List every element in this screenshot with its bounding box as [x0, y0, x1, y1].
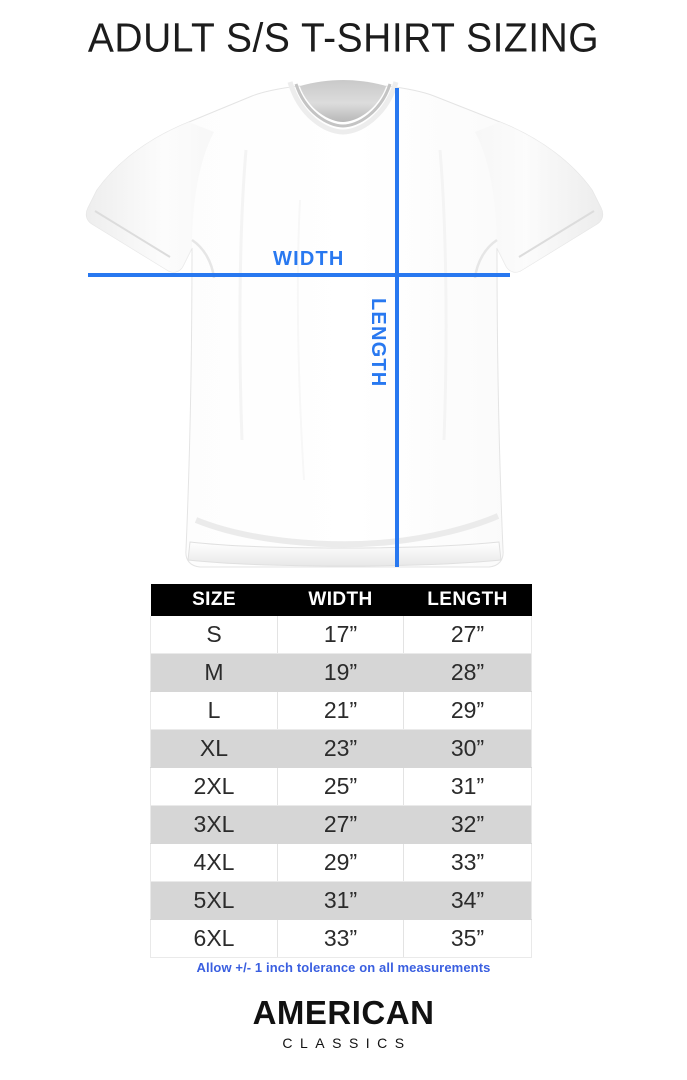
cell-length: 29” — [403, 691, 532, 730]
cell-size: 2XL — [150, 767, 278, 806]
column-header-width: WIDTH — [277, 584, 404, 616]
cell-width: 29” — [277, 843, 404, 882]
cell-length: 30” — [403, 729, 532, 768]
width-measure-line — [88, 273, 510, 277]
tshirt-left-sleeve — [86, 122, 214, 273]
brand-logo: AMERICAN CLASSICS — [0, 996, 687, 1051]
hem-shadow — [194, 513, 500, 548]
collar-outer — [287, 81, 399, 135]
cell-width: 17” — [277, 616, 404, 654]
cell-width: 31” — [277, 881, 404, 920]
cell-width: 33” — [277, 919, 404, 958]
cell-size: 3XL — [150, 805, 278, 844]
table-row: 3XL 27” 32” — [150, 805, 532, 844]
length-measure-line — [395, 88, 399, 567]
cell-size: 5XL — [150, 881, 278, 920]
page-title: ADULT S/S T-SHIRT SIZING — [87, 16, 600, 61]
fabric-fold-left — [238, 149, 248, 441]
left-sleeve-hem — [94, 210, 171, 258]
brand-subtitle: CLASSICS — [282, 1034, 412, 1051]
cell-length: 33” — [403, 843, 532, 882]
table-row: 6XL 33” 35” — [150, 919, 532, 958]
width-label: WIDTH — [273, 248, 345, 270]
tshirt-illustration — [85, 80, 604, 568]
table-row: L 21” 29” — [150, 691, 532, 730]
bottom-hem — [187, 541, 502, 567]
table-body: S 17” 27” M 19” 28” L 21” 29” XL 23” 30”… — [150, 616, 532, 958]
right-sleeve-hem — [518, 210, 595, 258]
table-row: S 17” 27” — [150, 616, 532, 654]
cell-width: 21” — [277, 691, 404, 730]
cell-length: 35” — [403, 919, 532, 958]
cell-length: 27” — [403, 616, 532, 654]
brand-name: AMERICAN — [252, 994, 435, 1031]
cell-length: 31” — [403, 767, 532, 806]
tolerance-note: Allow +/- 1 inch tolerance on all measur… — [196, 960, 491, 975]
collar-rib — [294, 83, 392, 128]
table-row: M 19” 28” — [150, 653, 532, 692]
table-row: 4XL 29” 33” — [150, 843, 532, 882]
cell-size: M — [150, 653, 278, 692]
column-header-length: LENGTH — [403, 584, 532, 616]
sizing-table: SIZE WIDTH LENGTH S 17” 27” M 19” 28” L … — [150, 584, 532, 958]
cell-size: L — [150, 691, 278, 730]
cell-width: 19” — [277, 653, 404, 692]
cell-width: 27” — [277, 805, 404, 844]
column-header-size: SIZE — [150, 584, 278, 616]
cell-size: XL — [150, 729, 278, 768]
length-label: LENGTH — [367, 298, 389, 388]
cell-length: 34” — [403, 881, 532, 920]
fabric-fold-center — [296, 199, 305, 481]
table-header-row: SIZE WIDTH LENGTH — [150, 584, 532, 616]
cell-length: 28” — [403, 653, 532, 692]
tshirt-right-sleeve — [475, 122, 603, 273]
cell-size: S — [150, 616, 278, 654]
tshirt-diagram: WIDTH LENGTH — [0, 80, 687, 580]
fabric-fold-right — [438, 149, 448, 441]
collar-inner — [300, 80, 386, 122]
cell-size: 6XL — [150, 919, 278, 958]
table-row: XL 23” 30” — [150, 729, 532, 768]
cell-length: 32” — [403, 805, 532, 844]
table-row: 5XL 31” 34” — [150, 881, 532, 920]
cell-width: 25” — [277, 767, 404, 806]
cell-width: 23” — [277, 729, 404, 768]
table-row: 2XL 25” 31” — [150, 767, 532, 806]
cell-size: 4XL — [150, 843, 278, 882]
table-header: SIZE WIDTH LENGTH — [150, 584, 532, 616]
